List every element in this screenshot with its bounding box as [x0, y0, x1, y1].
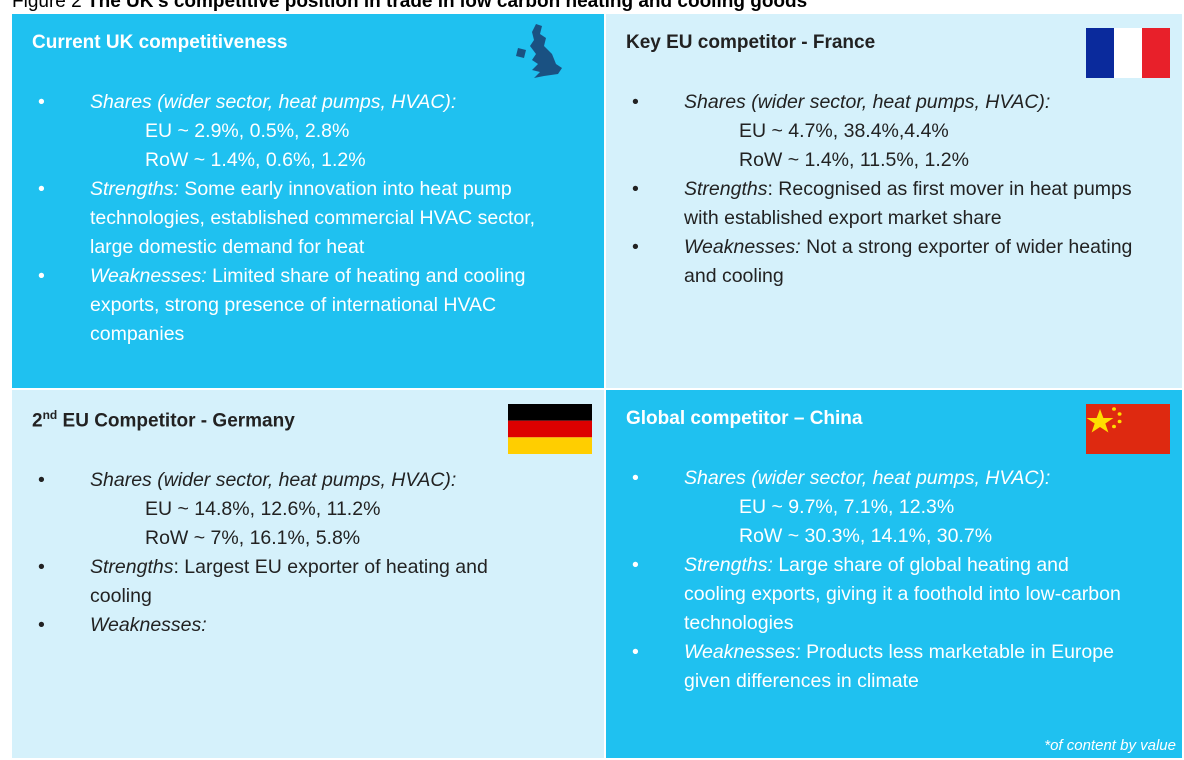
share-line: RoW ~ 7%, 16.1%, 5.8%: [145, 527, 361, 550]
bullet-label: Strengths: [684, 178, 768, 200]
figure-title: Figure 2 The UK's competitive position i…: [12, 0, 807, 13]
bullet-text: Not a strong exporter of wider heating a…: [684, 236, 1133, 287]
panel-title: Current UK competitiveness: [32, 32, 288, 53]
title-part: EU Competitor - Germany: [57, 410, 295, 432]
bullet: Shares (wider sector, heat pumps, HVAC):…: [626, 464, 1134, 551]
uk-panel: Current UK competitiveness Shares (wider…: [12, 14, 604, 388]
figure-number: Figure 2: [12, 0, 82, 12]
bullet: Shares (wider sector, heat pumps, HVAC):…: [32, 466, 540, 553]
share-line: RoW ~ 1.4%, 0.6%, 1.2%: [145, 149, 366, 171]
uk-map-icon: [516, 24, 562, 78]
bullet: Strengths: Recognised as first mover in …: [626, 175, 1134, 233]
china-panel: Global competitor – China Shares (wider …: [606, 390, 1182, 758]
bullet: Strengths: Largest EU exporter of heatin…: [32, 553, 540, 611]
bullet: Weaknesses: Products less marketable in …: [626, 638, 1134, 696]
bullet-label: Weaknesses:: [90, 614, 207, 637]
bullet-label: Strengths: [90, 556, 174, 579]
bullet-label: Weaknesses:: [684, 641, 801, 663]
share-line: EU ~ 14.8%, 12.6%, 11.2%: [145, 498, 381, 521]
figure-caption: The UK's competitive position in trade i…: [86, 0, 808, 12]
title-superscript: nd: [42, 408, 58, 422]
bullet-label: Shares (wider sector, heat pumps, HVAC):: [684, 91, 1051, 113]
bullet: Weaknesses:: [32, 611, 540, 640]
bullet: Strengths: Large share of global heating…: [626, 551, 1134, 638]
bullet-text: Some early innovation into heat pump tec…: [90, 178, 536, 258]
panel-title: Key EU competitor - France: [626, 32, 876, 53]
france-flag: [1086, 28, 1170, 78]
share-line: RoW ~ 30.3%, 14.1%, 30.7%: [739, 525, 993, 547]
title-part: 2: [32, 410, 43, 432]
bullet-label: Strengths:: [684, 554, 773, 576]
bullet-label: Weaknesses:: [90, 265, 207, 287]
bullet: Shares (wider sector, heat pumps, HVAC):…: [626, 88, 1134, 175]
bullet: Strengths: Some early innovation into he…: [32, 175, 540, 262]
share-line: EU ~ 9.7%, 7.1%, 12.3%: [739, 496, 955, 518]
bullet: Weaknesses: Limited share of heating and…: [32, 262, 540, 349]
bullet-label: Shares (wider sector, heat pumps, HVAC):: [90, 469, 457, 492]
bullet: Weaknesses: Not a strong exporter of wid…: [626, 233, 1134, 291]
bullet-label: Strengths:: [90, 178, 179, 200]
bullet-text: : Largest EU exporter of heating and coo…: [90, 556, 488, 608]
bullet-text: Products less marketable in Europe given…: [684, 641, 1114, 692]
germany-panel: 2nd EU Competitor - Germany Shares (wide…: [12, 390, 604, 758]
footnote: *of content by value: [1044, 737, 1176, 754]
bullet-label: Shares (wider sector, heat pumps, HVAC):: [90, 91, 457, 113]
bullet-text: Limited share of heating and cooling exp…: [90, 265, 526, 345]
bullet-text: Large share of global heating and coolin…: [684, 554, 1121, 634]
bullet-label: Shares (wider sector, heat pumps, HVAC):: [684, 467, 1051, 489]
bullet: Shares (wider sector, heat pumps, HVAC):…: [32, 88, 540, 175]
share-line: EU ~ 4.7%, 38.4%,4.4%: [739, 120, 949, 142]
panel-title: 2nd EU Competitor - Germany: [32, 408, 584, 432]
germany-flag: [508, 404, 592, 454]
china-flag: [1086, 404, 1170, 454]
bullet-text: : Recognised as first mover in heat pump…: [684, 178, 1132, 229]
bullet-label: Weaknesses:: [684, 236, 801, 258]
france-panel: Key EU competitor - France Shares (wider…: [606, 14, 1182, 388]
share-line: RoW ~ 1.4%, 11.5%, 1.2%: [739, 149, 969, 171]
panel-title: Global competitor – China: [626, 408, 863, 429]
share-line: EU ~ 2.9%, 0.5%, 2.8%: [145, 120, 350, 142]
